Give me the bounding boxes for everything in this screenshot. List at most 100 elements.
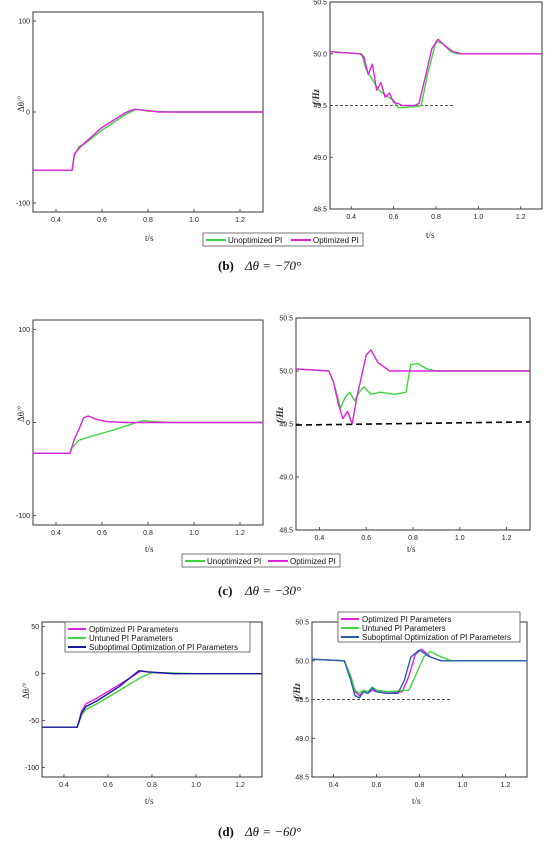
x-tick-label: 1.0	[189, 530, 199, 537]
x-tick-label: 1.0	[189, 217, 199, 224]
y-axis-label: Δθ/°	[16, 405, 26, 422]
y-tick-label: 49.5	[295, 697, 309, 704]
y-tick-label: 49.0	[279, 475, 293, 482]
y-tick-label: -100	[16, 513, 30, 520]
legend-entry: Suboptimal Optimization of PI Parameters	[362, 633, 511, 642]
caption-text: Δθ = −70°	[244, 258, 301, 273]
legend-entry: Optimized PI Parameters	[89, 625, 178, 634]
series-line-2	[42, 672, 262, 728]
x-tick-label: 0.4	[59, 782, 69, 789]
series-line-3	[42, 670, 262, 728]
legend-d-right: Optimized PI Parameters Untuned PI Param…	[337, 611, 521, 643]
y-tick-label: 49.5	[313, 103, 327, 110]
legend-entry: Untuned PI Parameters	[89, 634, 173, 643]
y-tick-label: 50.0	[313, 51, 327, 58]
x-tick-label: 0.6	[97, 217, 107, 224]
x-tick-label: 1.0	[458, 782, 468, 789]
x-tick-label: 0.8	[147, 782, 157, 789]
y-tick-label: 50.5	[313, 0, 327, 7]
series-line-1	[295, 362, 530, 409]
x-tick-label: 1.0	[191, 782, 201, 789]
x-tick-label: 1.2	[501, 782, 511, 789]
x-tick-label: 1.2	[235, 530, 245, 537]
x-tick-label: 0.6	[103, 782, 113, 789]
x-tick-label: 0.8	[415, 782, 425, 789]
y-tick-label: 48.5	[295, 775, 309, 782]
x-axis-label: t/s	[145, 796, 154, 806]
x-tick-label: 0.6	[97, 530, 107, 537]
x-tick-label: 0.6	[389, 214, 399, 221]
x-axis-label: t/s	[145, 544, 154, 554]
x-tick-label: 0.4	[346, 214, 356, 221]
caption-d: (d) Δθ = −60°	[218, 824, 301, 839]
x-tick-label: 0.4	[315, 535, 325, 542]
series-line-2	[33, 415, 263, 454]
chart-c-angle: 0.4 0.6 0.8 1.0 1.2 100 0 -100 Δθ/°	[16, 319, 264, 537]
legend-box	[181, 553, 341, 568]
legend-b: Unoptimized PI Optimized PI	[202, 232, 364, 247]
series-line-1	[311, 648, 527, 697]
x-tick-label: 1.0	[474, 214, 484, 221]
y-axis-label: Δθ/°	[21, 682, 31, 699]
x-axis-label: t/s	[426, 230, 435, 240]
caption-letter: (d)	[218, 824, 234, 839]
series-line-1	[33, 419, 263, 454]
reference-line	[295, 421, 531, 426]
caption-letter: (b)	[218, 258, 234, 273]
x-axis-label: t/s	[145, 233, 154, 243]
y-tick-label: 50.5	[279, 316, 293, 323]
series-line-1	[33, 108, 263, 171]
chart-d-freq: 0.4 0.6 0.8 1.0 1.2 50.5 50.0 49.5 49.0 48.5 f/Hz	[292, 620, 528, 789]
legend-box	[337, 611, 521, 643]
y-axis-label: f/Hz	[275, 407, 285, 423]
y-axis-label: f/Hz	[292, 683, 302, 699]
series-line-2	[295, 349, 530, 425]
x-tick-label: 0.4	[51, 217, 61, 224]
y-tick-label: 49.5	[279, 422, 293, 429]
legend-entry: Optimized PI	[313, 236, 359, 245]
legend-entry: Optimized PI	[290, 557, 336, 566]
x-tick-label: 0.4	[51, 530, 61, 537]
legend-box	[64, 621, 251, 653]
legend-d-left: Optimized PI Parameters Untuned PI Param…	[64, 621, 251, 653]
y-tick-label: 50	[31, 624, 39, 631]
caption-b: (b) Δθ = −70°	[218, 258, 301, 273]
y-tick-label: 48.5	[279, 528, 293, 535]
series-line-3	[311, 649, 527, 699]
series-line-2	[33, 108, 263, 171]
series-line-1	[42, 670, 262, 728]
series-line-2	[329, 38, 542, 107]
x-tick-label: 0.8	[431, 214, 441, 221]
series-line-2	[311, 650, 527, 694]
y-tick-label: 48.5	[313, 207, 327, 214]
y-tick-label: 50.5	[295, 620, 309, 627]
y-tick-label: 50.0	[279, 369, 293, 376]
y-tick-label: 100	[18, 19, 30, 26]
chart-c-freq: 0.4 0.6 0.8 1.0 1.2 50.5 50.0 49.5 49.0 48.5 f/Hz	[275, 316, 531, 542]
caption-text: Δθ = −60°	[244, 824, 301, 839]
series-line-1	[329, 40, 542, 109]
legend-entry: Unoptimized PI	[228, 236, 282, 245]
x-tick-label: 1.2	[502, 535, 512, 542]
y-tick-label: -100	[25, 765, 39, 772]
legend-entry: Suboptimal Optimization of PI Parameters	[89, 643, 238, 652]
legend-box	[202, 232, 364, 247]
x-tick-label: 1.2	[235, 782, 245, 789]
x-tick-label: 0.8	[143, 530, 153, 537]
caption-letter: (c)	[218, 583, 232, 598]
x-tick-label: 1.2	[235, 217, 245, 224]
y-tick-label: -100	[16, 200, 30, 207]
chart-b-angle: 0.4 0.6 0.8 1.0 1.2 100 0 -100 Δθ/°	[16, 11, 264, 224]
y-tick-label: -50	[29, 718, 39, 725]
x-tick-label: 0.8	[143, 217, 153, 224]
x-tick-label: 0.8	[408, 535, 418, 542]
x-tick-label: 1.0	[455, 535, 465, 542]
chart-b-freq: 0.4 0.6 0.8 1.0 1.2 50.5 50.0 49.5 49.0 48.5 f/Hz	[311, 0, 543, 221]
x-axis-label: t/s	[407, 544, 416, 554]
x-tick-label: 1.2	[516, 214, 526, 221]
caption-c: (c) Δθ = −30°	[218, 583, 301, 598]
y-tick-label: 0	[26, 110, 30, 117]
legend-c: Unoptimized PI Optimized PI	[181, 553, 341, 568]
x-axis-label: t/s	[412, 796, 421, 806]
